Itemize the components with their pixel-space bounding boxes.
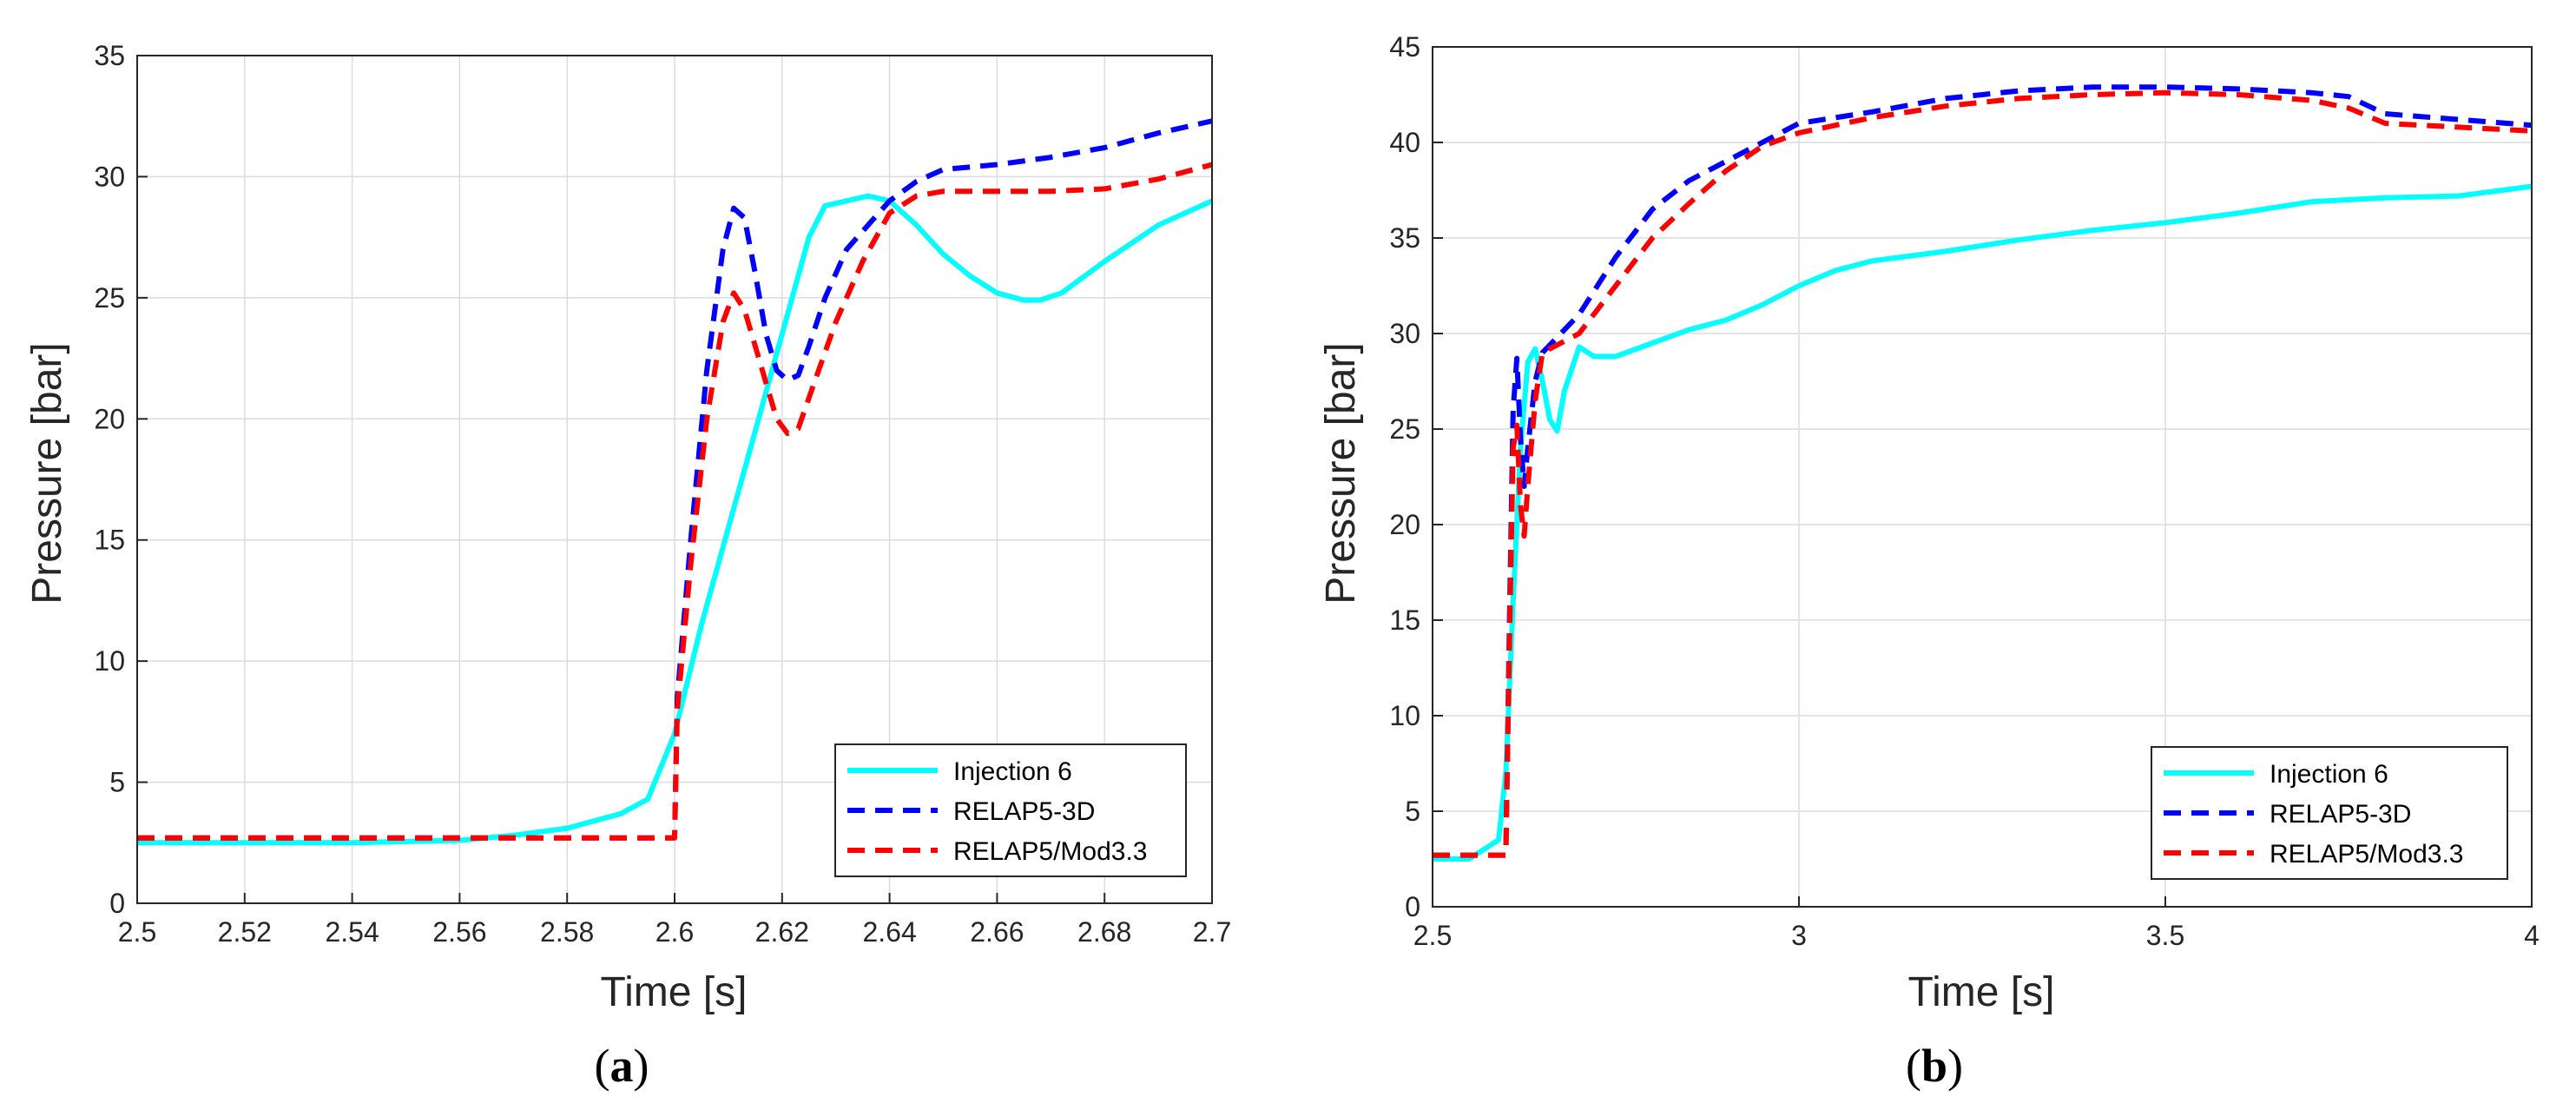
- panel-a-xtick-label-8: 2.66: [970, 916, 1024, 948]
- panel-a-xtick-label-2: 2.54: [325, 916, 379, 948]
- panel-b-caption-close: ): [1947, 1040, 1963, 1092]
- panel-b-legend: Injection 6 RELAP5-3D RELAP5/Mod3.3: [2151, 746, 2508, 880]
- panel-b-series-1: [1433, 84, 2532, 858]
- panel-b-ytick-label-2: 10: [1389, 700, 1420, 731]
- panel-a-ytick-label-5: 25: [94, 282, 125, 314]
- panel-b-ytick-label-7: 35: [1389, 222, 1420, 254]
- panel-a-ticks: 2.5 2.52 2.54 2.56 2.58 2.6 2.62 2.64 2.66 2.68 2.…: [94, 40, 1231, 948]
- panel-b-ytick-label-3: 15: [1389, 605, 1420, 636]
- panel-a-xlabel: Time [s]: [601, 969, 748, 1015]
- panel-b-ytick-label-1: 5: [1405, 796, 1420, 827]
- panel-b-xtick-label-2: 3.5: [2146, 920, 2184, 951]
- panel-a-ytick-label-0: 0: [109, 888, 125, 919]
- panel-b-ytick-label-9: 45: [1389, 31, 1420, 63]
- panel-b-series-0: [1433, 183, 2532, 862]
- panel-b-series: [1433, 84, 2532, 862]
- panel-a-ylabel: Pressure [bar]: [24, 342, 70, 604]
- panel-b-caption: (b): [1906, 1040, 1963, 1092]
- panel-a-xtick-label-10: 2.7: [1193, 916, 1231, 948]
- panel-b-xtick-label-1: 3: [1791, 920, 1807, 951]
- panel-a-caption-open: (: [595, 1040, 610, 1092]
- panel-b-caption-open: (: [1906, 1040, 1921, 1092]
- panel-a-ytick-label-2: 10: [94, 645, 125, 677]
- panel-a-legend-label-2: RELAP5/Mod3.3: [953, 837, 1147, 866]
- panel-b-ytick-label-5: 25: [1389, 413, 1420, 445]
- panel-b-ytick-label-8: 40: [1389, 127, 1420, 158]
- panel-a-ytick-label-3: 15: [94, 525, 125, 556]
- panel-a-legend-box: [834, 743, 1187, 877]
- panel-a: 2.5 2.52 2.54 2.56 2.58 2.6 2.62 2.64 2.66 2.68 2.…: [24, 40, 1231, 1092]
- panel-a-caption-letter: a: [610, 1040, 634, 1092]
- panel-a-ytick-label-7: 35: [94, 40, 125, 71]
- panel-b-xlabel: Time [s]: [1908, 969, 2055, 1015]
- panel-a-xtick-label-6: 2.62: [755, 916, 809, 948]
- panel-b-xtick-label-3: 4: [2524, 920, 2540, 951]
- panel-b-legend-box: [2151, 746, 2508, 880]
- panel-b-axes-box: [1432, 46, 2533, 908]
- panel-b-caption-letter: b: [1921, 1040, 1947, 1092]
- panel-a-xtick-label-0: 2.5: [118, 916, 156, 948]
- panel-a-xtick-label-5: 2.6: [656, 916, 694, 948]
- panel-a-xtick-label-7: 2.64: [862, 916, 916, 948]
- panel-a-legend-label-1: RELAP5-3D: [953, 797, 1095, 826]
- panel-b-legend-label-0: Injection 6: [2270, 760, 2388, 789]
- panel-b-series-2: [1433, 89, 2532, 858]
- panel-a-ytick-label-4: 20: [94, 403, 125, 434]
- panel-a-ytick-label-1: 5: [109, 767, 125, 798]
- panel-b-ytick-label-6: 30: [1389, 318, 1420, 349]
- panel-a-xtick-label-3: 2.56: [432, 916, 486, 948]
- panel-b-xtick-label-0: 2.5: [1413, 920, 1452, 951]
- panel-a-series-2: [137, 162, 1212, 841]
- panel-a-caption: (a): [595, 1040, 649, 1092]
- panel-a-xtick-label-1: 2.52: [218, 916, 272, 948]
- panel-a-legend-label-0: Injection 6: [953, 757, 1072, 786]
- panel-a-xtick-label-9: 2.68: [1077, 916, 1131, 948]
- panel-a-caption-close: ): [634, 1040, 649, 1092]
- panel-b-ytick-label-4: 20: [1389, 509, 1420, 540]
- panel-a-series-0: [137, 193, 1212, 846]
- panel-a-series-1: [137, 118, 1212, 841]
- panel-b-ytick-label-0: 0: [1405, 891, 1420, 922]
- panel-a-xtick-label-4: 2.58: [540, 916, 594, 948]
- panel-a-series: [137, 118, 1212, 846]
- panel-b-legend-label-2: RELAP5/Mod3.3: [2270, 840, 2463, 869]
- panel-a-legend: Injection 6 RELAP5-3D RELAP5/Mod3.3: [834, 743, 1187, 877]
- panel-a-ytick-label-6: 30: [94, 161, 125, 192]
- panel-b-ylabel: Pressure [bar]: [1318, 342, 1364, 604]
- panel-b-legend-label-1: RELAP5-3D: [2270, 800, 2411, 829]
